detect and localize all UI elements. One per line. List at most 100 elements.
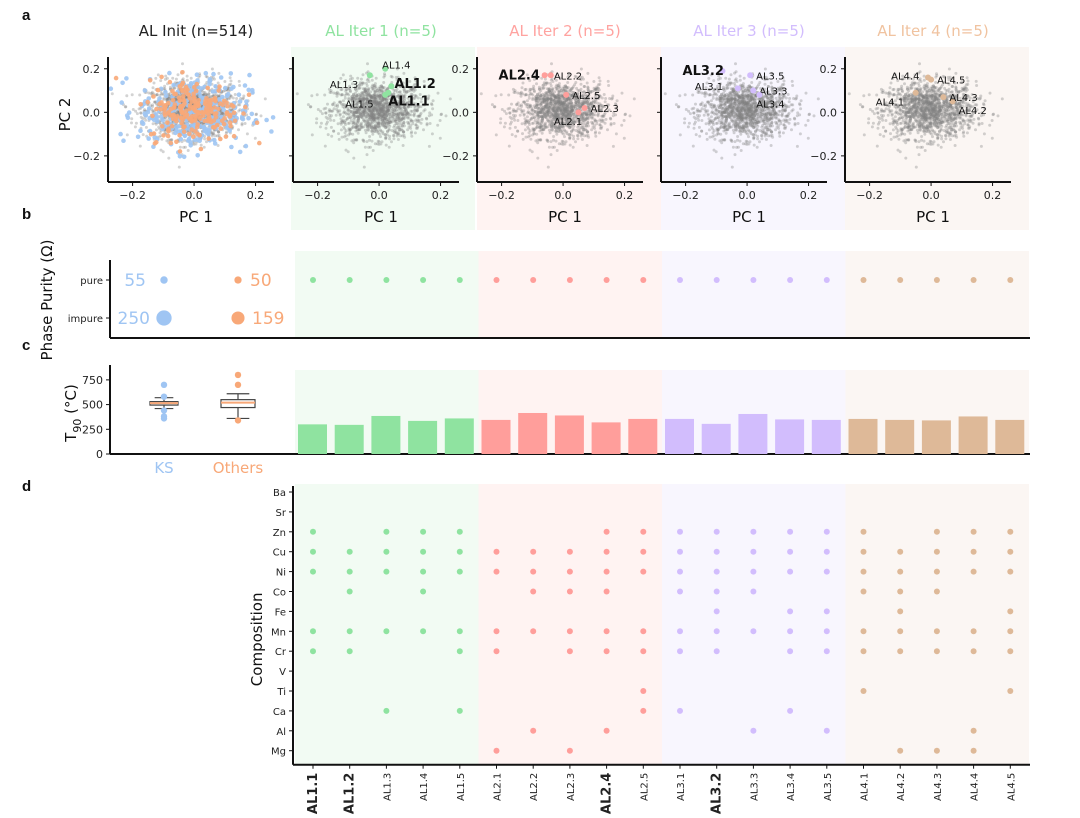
background-point — [181, 62, 184, 66]
others-point — [219, 118, 225, 124]
background-point — [373, 82, 377, 86]
background-point — [431, 107, 435, 111]
background-point — [397, 119, 401, 123]
point-label: AL2.4 — [499, 68, 540, 83]
background-point — [516, 101, 520, 105]
others-point — [192, 95, 197, 101]
background-point — [530, 150, 534, 154]
background-point — [388, 113, 392, 117]
background-point — [570, 130, 573, 134]
background-point — [602, 93, 606, 96]
background-point — [500, 108, 504, 111]
background-point — [601, 114, 605, 118]
background-point — [663, 92, 667, 96]
background-point — [573, 83, 577, 87]
others-point — [174, 139, 179, 145]
background-point — [544, 102, 548, 106]
background-point — [153, 100, 157, 104]
background-point — [609, 117, 613, 121]
background-point — [401, 144, 405, 147]
others-point — [178, 115, 184, 121]
background-point — [623, 113, 627, 117]
background-point — [130, 117, 134, 121]
background-point — [356, 131, 360, 135]
ks-point — [171, 82, 176, 88]
background-point — [588, 115, 592, 119]
background-point — [604, 117, 608, 121]
background-point — [194, 142, 198, 146]
background-point — [742, 76, 746, 80]
ks-point — [201, 125, 207, 130]
others-point — [223, 134, 229, 139]
background-point — [576, 137, 580, 141]
background-point — [174, 77, 178, 81]
x-tick-label: −0.2 — [304, 189, 331, 202]
background-point — [524, 135, 528, 139]
background-point — [384, 101, 388, 105]
point-label: AL1.1 — [388, 94, 429, 109]
background-point — [561, 86, 565, 90]
others-point — [177, 132, 182, 138]
background-point — [550, 62, 553, 66]
others-point — [181, 93, 186, 99]
background-point — [521, 137, 525, 141]
background-point — [392, 137, 396, 141]
background-point — [237, 109, 241, 113]
background-point — [334, 104, 338, 108]
ks-point — [211, 71, 216, 77]
background-point — [607, 84, 611, 87]
background-point — [597, 76, 601, 80]
background-point — [552, 135, 556, 138]
background-point — [532, 116, 536, 120]
background-point — [110, 92, 114, 96]
background-point — [586, 85, 590, 89]
background-point — [324, 111, 328, 115]
background-point — [529, 117, 533, 121]
background-point — [137, 107, 141, 111]
ks-point — [163, 89, 168, 95]
others-point — [186, 92, 191, 97]
background-point — [331, 109, 335, 113]
background-point — [235, 97, 239, 100]
background-point — [532, 84, 536, 88]
others-point — [182, 98, 187, 104]
background-point — [390, 129, 394, 132]
background-point — [547, 109, 551, 112]
background-point — [151, 109, 155, 113]
background-point — [346, 150, 350, 154]
background-point — [598, 82, 602, 86]
background-point — [362, 93, 366, 97]
background-point — [376, 129, 380, 133]
others-point — [159, 124, 165, 129]
background-point — [523, 102, 527, 106]
panel-letter-d: d — [22, 478, 31, 495]
background-point — [400, 116, 404, 120]
background-point — [546, 93, 550, 97]
ks-point — [108, 86, 114, 91]
background-point — [427, 144, 431, 148]
others-point — [162, 107, 167, 112]
background-point — [564, 89, 568, 93]
others-point — [208, 119, 214, 125]
background-point — [387, 145, 391, 149]
background-point — [568, 136, 572, 140]
background-point — [123, 105, 127, 109]
background-point — [420, 117, 424, 121]
background-point — [204, 74, 208, 78]
x-tick-label: 0.0 — [554, 189, 572, 202]
background-point — [367, 145, 371, 149]
ks-point — [264, 117, 269, 123]
background-point — [377, 121, 381, 125]
background-point — [363, 145, 367, 149]
background-point — [186, 149, 190, 152]
others-point — [165, 120, 170, 125]
background-point — [546, 165, 550, 169]
background-point — [632, 97, 636, 101]
background-point — [620, 123, 624, 127]
subplot-al-init: AL Init (n=514)−0.2 0.0 0.20.20.0−0.2PC 1P… — [56, 22, 276, 226]
background-point — [353, 122, 357, 125]
background-point — [340, 135, 344, 139]
background-point — [499, 117, 503, 121]
background-point — [544, 125, 548, 129]
background-point — [555, 105, 559, 109]
